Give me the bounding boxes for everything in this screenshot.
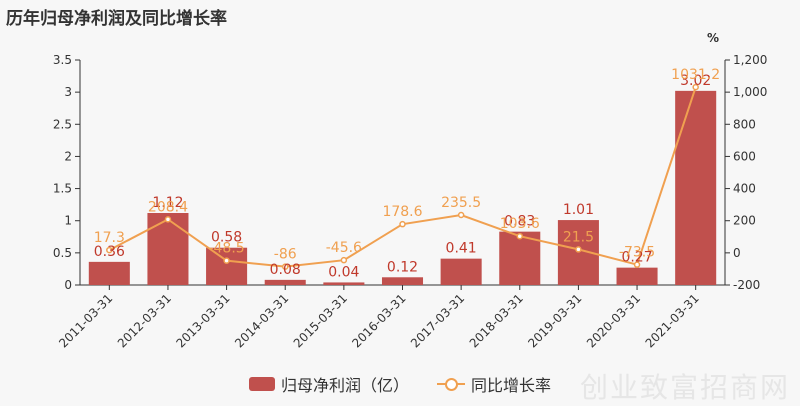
y-left-tick-label: 0.5: [53, 246, 72, 260]
growth-value-label: 1031.2: [671, 67, 720, 83]
x-tick-label: 2021-03-31: [643, 291, 702, 350]
legend-item-bar[interactable]: 归母净利润（亿）: [248, 372, 409, 396]
bar-value-label: 0.83: [504, 214, 535, 230]
bar: [264, 279, 306, 285]
y-right-tick-label: 800: [733, 117, 756, 131]
legend: 归母净利润（亿） 同比增长率: [0, 372, 800, 396]
bar-value-label: 0.41: [446, 241, 477, 257]
growth-point: [633, 261, 641, 268]
growth-point: [692, 83, 699, 91]
legend-bar-label: 归母净利润（亿）: [280, 376, 409, 395]
y-right-tick-label: 200: [733, 214, 756, 228]
bar-value-label: 0.27: [621, 250, 652, 266]
bar-value-label: 0.12: [387, 259, 418, 275]
y-left-tick-label: 3: [64, 85, 72, 99]
y-right-tick-label: 1,000: [733, 85, 767, 99]
y-left-tick-label: 2.5: [53, 117, 72, 131]
x-tick-label: 2020-03-31: [584, 291, 643, 350]
legend-item-line[interactable]: 同比增长率: [437, 372, 551, 396]
x-tick-label: 2016-03-31: [349, 291, 408, 350]
bar-value-label: 1.12: [152, 195, 183, 211]
x-tick-label: 2014-03-31: [232, 291, 291, 350]
bar: [206, 247, 248, 285]
growth-point: [106, 246, 113, 254]
growth-point: [457, 211, 465, 219]
bar: [88, 261, 130, 285]
bar: [675, 90, 717, 285]
x-tick-label: 2019-03-31: [525, 291, 584, 350]
bar-value-label: 3.02: [680, 73, 711, 89]
y-right-tick-label: 1,200: [733, 53, 767, 67]
growth-value-label: -45.6: [326, 240, 362, 256]
growth-value-label: -73.5: [619, 245, 655, 261]
y-left-tick-label: 2: [64, 149, 72, 163]
x-tick-label: 2017-03-31: [408, 291, 467, 350]
growth-point: [575, 246, 582, 253]
growth-value-label: -86: [274, 247, 297, 263]
x-tick-label: 2018-03-31: [467, 291, 526, 350]
chart-title: 历年归母净利润及同比增长率: [6, 9, 227, 29]
bar: [440, 258, 482, 285]
x-tick-label: 2011-03-31: [56, 291, 115, 350]
watermark: 创业致富招商网: [579, 371, 790, 404]
y-right-unit: %: [707, 31, 719, 45]
growth-point: [223, 257, 230, 264]
bar: [616, 267, 658, 285]
y-right-tick-label: 600: [733, 149, 756, 163]
growth-point: [340, 256, 348, 264]
legend-bar-swatch: [248, 377, 275, 391]
growth-point: [516, 232, 524, 240]
growth-value-label: 17.3: [94, 230, 125, 246]
legend-line-swatch: [437, 377, 465, 391]
y-left-tick-label: 1.5: [53, 182, 72, 196]
growth-value-label: 208.4: [148, 199, 188, 215]
growth-value-label: -48.5: [208, 241, 244, 257]
bar: [381, 277, 424, 285]
growth-point: [164, 216, 172, 223]
bar: [147, 213, 189, 285]
x-tick-label: 2012-03-31: [115, 291, 174, 350]
y-left-tick-label: 1: [64, 214, 72, 228]
bar-value-label: 1.01: [563, 202, 594, 218]
bar: [499, 231, 541, 285]
x-tick-label: 2015-03-31: [291, 291, 350, 350]
growth-point: [281, 263, 289, 270]
y-right-tick-label: -200: [733, 278, 760, 292]
growth-point: [399, 220, 406, 228]
growth-value-label: 103.6: [500, 216, 540, 232]
growth-value-label: 21.5: [563, 229, 594, 245]
bar-value-label: 0.36: [94, 244, 125, 260]
y-right-tick-label: 400: [733, 182, 756, 196]
growth-value-label: 235.5: [441, 195, 481, 211]
growth-line: [108, 86, 697, 268]
legend-line-label: 同比增长率: [471, 376, 552, 395]
bar-value-label: 0.08: [270, 262, 301, 278]
bar: [323, 282, 365, 285]
y-right-tick-label: 0: [733, 246, 741, 260]
bar-value-label: 0.04: [328, 264, 359, 280]
x-tick-label: 2013-03-31: [173, 291, 232, 350]
bar-value-label: 0.58: [211, 230, 242, 246]
y-left-tick-label: 3.5: [53, 53, 72, 67]
y-left-tick-label: 0: [64, 278, 72, 292]
growth-value-label: 178.6: [382, 204, 422, 220]
